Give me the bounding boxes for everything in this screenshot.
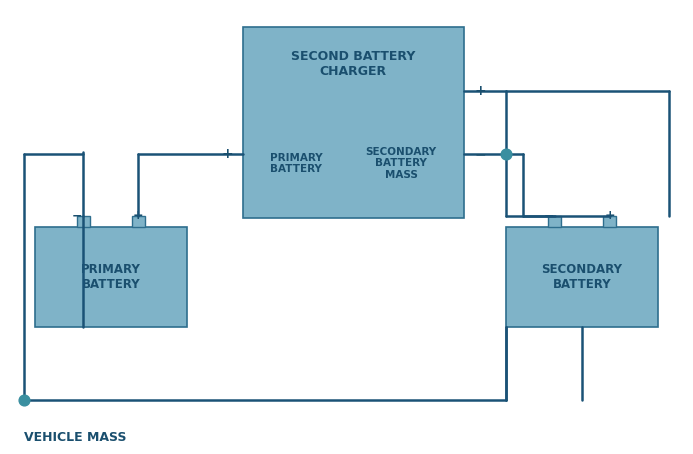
Text: −: − [475, 148, 486, 161]
FancyBboxPatch shape [243, 27, 464, 218]
Text: +: + [604, 209, 615, 222]
Text: PRIMARY
BATTERY: PRIMARY BATTERY [270, 153, 323, 174]
Text: SECONDARY
BATTERY
MASS: SECONDARY BATTERY MASS [365, 147, 437, 180]
Text: SECOND BATTERY
CHARGER: SECOND BATTERY CHARGER [291, 50, 416, 78]
Text: PRIMARY
BATTERY: PRIMARY BATTERY [81, 263, 141, 291]
Text: VEHICLE MASS: VEHICLE MASS [24, 431, 127, 444]
Text: −: − [543, 209, 554, 222]
Text: −: − [72, 209, 82, 222]
FancyBboxPatch shape [35, 227, 187, 327]
FancyBboxPatch shape [604, 216, 616, 227]
Text: +: + [475, 84, 486, 98]
Text: SECONDARY
BATTERY: SECONDARY BATTERY [542, 263, 622, 291]
FancyBboxPatch shape [77, 216, 89, 227]
FancyBboxPatch shape [506, 227, 658, 327]
FancyBboxPatch shape [132, 216, 145, 227]
FancyBboxPatch shape [548, 216, 561, 227]
Point [500, 151, 511, 158]
Text: +: + [222, 148, 233, 161]
Point [19, 396, 30, 403]
Text: +: + [133, 209, 143, 222]
